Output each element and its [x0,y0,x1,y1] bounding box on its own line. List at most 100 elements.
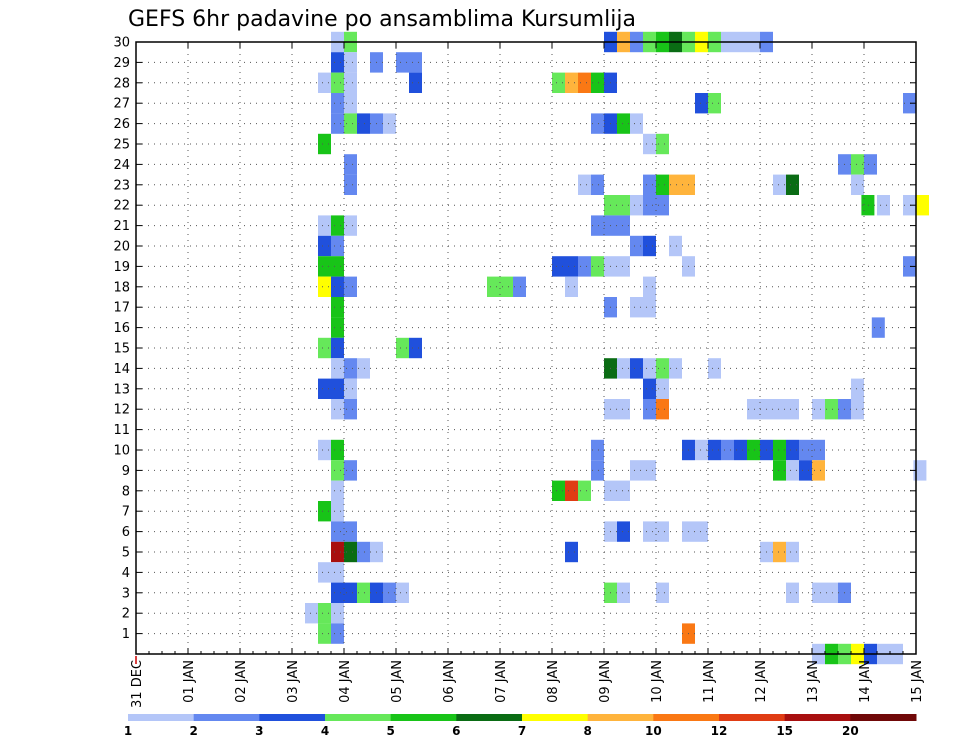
precip-cell [357,113,370,134]
precip-cell [617,215,630,236]
precip-cell [630,235,643,257]
colorbar-swatch [653,714,720,721]
colorbar-swatch [784,714,851,721]
y-tick-label: 6 [122,525,130,540]
plot-frame [135,41,917,655]
precip-cell [799,439,812,461]
precip-cell [318,133,331,155]
colorbar-swatch [587,714,654,721]
precip-cell [656,378,669,399]
precip-cell [786,399,799,420]
precip-cell [643,297,656,318]
y-tick-label: 27 [113,97,130,112]
precip-cell [773,460,786,481]
y-tick-label: 25 [113,138,130,153]
precip-cell [565,256,578,277]
precip-cell [565,276,578,297]
y-tick-label: 13 [113,382,130,397]
y-tick-label: 23 [113,178,130,193]
precip-cell [344,541,357,563]
precip-cell [669,358,682,379]
precip-cell [643,460,656,481]
precip-cell [591,174,604,195]
precip-cell [617,113,630,134]
precip-cell [916,195,929,216]
y-tick-label: 15 [113,342,130,357]
precip-cell [318,337,331,359]
precip-cell [630,195,643,216]
precip-cell [591,72,604,93]
x-tick-label: 08 JAN [546,660,561,703]
precip-cell [695,93,708,114]
precip-cell [318,562,331,583]
precip-cell [344,215,357,236]
precip-cell [617,195,630,216]
precip-cell [786,582,799,603]
colorbar-swatch [390,714,457,721]
x-tick-label: 01 JAN [182,660,197,703]
colorbar-label: 6 [452,724,460,738]
precip-cell [331,52,344,73]
precip-cell [344,521,357,542]
precip-cell [331,541,344,563]
precip-cell [318,72,331,93]
precip-cell [331,337,344,359]
precip-cell [331,113,344,134]
colorbar-label: 3 [255,724,263,738]
colorbar-label: 4 [321,724,329,738]
precip-cell [825,582,838,603]
colorbar-swatch [456,714,523,721]
colorbar-swatch [719,714,786,721]
precip-cell [747,399,760,420]
precip-cell [630,113,643,134]
precip-cell [331,501,344,522]
y-tick-label: 7 [122,505,130,520]
precip-cell [331,480,344,501]
precip-cell [396,337,409,359]
y-tick-label: 4 [122,566,130,581]
precip-cell [318,501,331,522]
precip-cell [344,399,357,420]
precip-cell [643,521,656,542]
precip-cell [656,133,669,155]
precip-cell [331,521,344,542]
precip-cell [552,256,565,277]
precip-cell [708,439,721,461]
precip-cell [318,439,331,461]
precip-cell [344,52,357,73]
colorbar-swatch [128,714,195,721]
precip-cell [656,358,669,379]
precip-cell [656,399,669,420]
precip-cell [591,256,604,277]
precip-cell [656,174,669,195]
precip-cell [344,460,357,481]
colorbar-label: 8 [583,724,591,738]
y-tick-label: 17 [113,301,130,316]
precip-cell [331,460,344,481]
y-tick-label: 21 [113,219,130,234]
precip-cell [656,521,669,542]
axis-layer: 1234567891011121314151617181920212223242… [113,36,925,708]
y-tick-label: 30 [113,36,130,51]
precip-cell [344,154,357,175]
precip-cell [812,460,825,481]
precip-cell [643,399,656,420]
precip-cell [331,235,344,257]
x-tick-label: 10 JAN [650,660,665,703]
precip-cell [786,541,799,563]
precip-cell [643,358,656,379]
precip-cell [344,582,357,603]
precip-cell [812,439,825,461]
precip-cell [786,460,799,481]
precip-cell [617,399,630,420]
y-tick-label: 19 [113,260,130,275]
precip-cell [331,378,344,399]
precip-cell [409,337,422,359]
colorbar-swatch [522,714,589,721]
x-tick-label: 07 JAN [494,660,509,703]
precip-cell [643,174,656,195]
precip-cell [825,399,838,420]
precip-cell [861,195,875,216]
precip-cell [812,582,825,603]
